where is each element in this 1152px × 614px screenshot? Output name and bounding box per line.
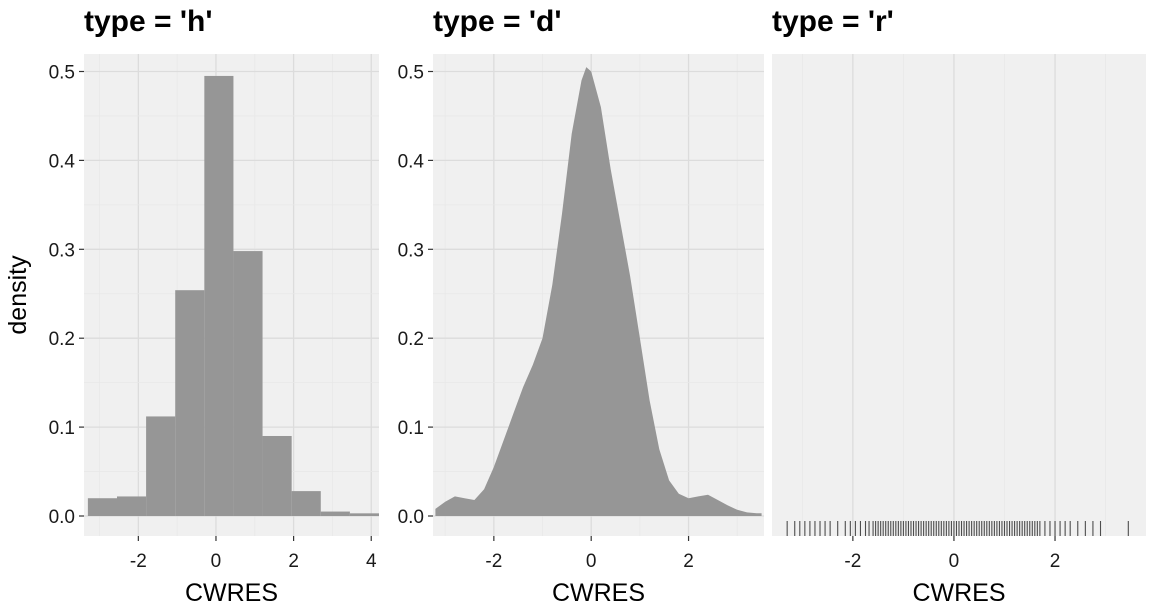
- gridlines: [801, 54, 1106, 536]
- histogram-bar: [146, 416, 176, 516]
- axis-ticks: -2 0 2: [844, 536, 1060, 572]
- y-tick-label: 0.1: [398, 418, 424, 439]
- panel-title: type = 'h': [84, 5, 212, 38]
- histogram-bar: [175, 290, 205, 516]
- x-tick-label: -2: [130, 551, 147, 572]
- y-tick-label: 0.4: [398, 151, 425, 172]
- y-tick-label: 0.1: [49, 418, 75, 439]
- x-tick-label: 0: [949, 551, 960, 572]
- x-tick-label: 0: [586, 551, 597, 572]
- y-tick-label: 0.3: [49, 240, 75, 261]
- panel-title: type = 'd': [433, 5, 561, 38]
- histogram-bar: [233, 251, 263, 516]
- rug-marks: [786, 521, 1129, 536]
- y-tick-label: 0.5: [398, 63, 424, 84]
- y-axis-label: density: [4, 255, 32, 335]
- x-tick-label: 0: [211, 551, 222, 572]
- x-tick-label: -2: [485, 551, 502, 572]
- panel-density: 0.0 0.1 0.2 0.3 0.4 0.5 -2 0 2 type = 'd' CWRES: [398, 5, 764, 607]
- y-tick-label: 0.0: [398, 507, 424, 528]
- y-tick-label: 0.0: [49, 507, 75, 528]
- y-tick-label: 0.5: [49, 63, 75, 84]
- histogram-bar: [116, 496, 147, 516]
- panel-rug: -2 0 2 type = 'r' CWRES: [772, 5, 1146, 607]
- histogram-bar: [291, 491, 321, 516]
- histogram-bar: [87, 498, 117, 516]
- histogram-bars: [87, 75, 379, 516]
- y-tick-label: 0.2: [398, 329, 424, 350]
- axis-ticks: 0.0 0.1 0.2 0.3 0.4 0.5 -2 0 2: [398, 63, 694, 573]
- histogram-bar: [262, 435, 292, 516]
- x-axis-label: CWRES: [185, 579, 278, 607]
- x-tick-label: 4: [366, 551, 377, 572]
- panel-background: [772, 54, 1146, 536]
- x-axis-label: CWRES: [552, 579, 645, 607]
- histogram-bar: [320, 511, 350, 516]
- histogram-bar: [204, 75, 234, 516]
- density-curve: [435, 67, 762, 516]
- density-area: [435, 67, 762, 516]
- x-tick-label: 2: [683, 551, 694, 572]
- x-tick-label: 2: [288, 551, 299, 572]
- x-axis-label: CWRES: [912, 579, 1005, 607]
- panel-title: type = 'r': [772, 5, 894, 38]
- y-tick-label: 0.3: [398, 240, 424, 261]
- y-tick-label: 0.2: [49, 329, 75, 350]
- x-tick-label: 2: [1050, 551, 1061, 572]
- axis-ticks: 0.0 0.1 0.2 0.3 0.4 0.5 -2 0 2 4: [49, 63, 377, 573]
- y-tick-label: 0.4: [49, 151, 76, 172]
- x-tick-label: -2: [844, 551, 861, 572]
- histogram-bar: [349, 513, 379, 516]
- panel-histogram: 0.0 0.1 0.2 0.3 0.4 0.5 -2 0 2 4 type = 'h' CWRES…: [4, 5, 379, 607]
